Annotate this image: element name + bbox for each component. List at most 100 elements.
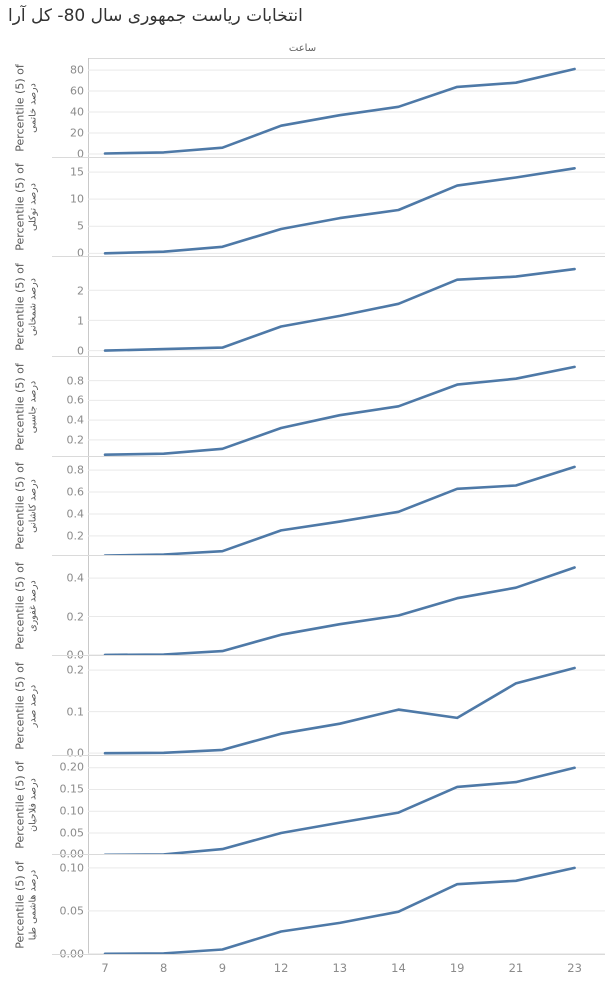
chart-title: انتخابات ریاست جمهوری سال 80- کل آرا xyxy=(8,6,303,26)
x-tick-label: 7 xyxy=(101,961,109,975)
y-axis-label: Percentile (5) of درصد کاشانی xyxy=(14,463,41,550)
x-tick-label: 13 xyxy=(332,961,348,975)
y-tick-label: 0.05 xyxy=(59,826,85,840)
y-tick-label: 0.6 xyxy=(66,393,85,407)
y-axis-label-aggregation: Percentile (5) of xyxy=(13,761,27,850)
y-tick-label: 40 xyxy=(70,105,84,119)
y-tick-label: 15 xyxy=(70,165,84,179)
line-chart-pane[interactable] xyxy=(88,158,605,258)
y-axis-label-field: درصد صدر xyxy=(27,684,39,728)
x-tick-label: 21 xyxy=(508,961,524,975)
y-tick-label: 0.4 xyxy=(66,571,85,585)
y-axis-label-field: درصد غفوری xyxy=(27,580,39,632)
y-tick-label: 0.8 xyxy=(66,374,85,388)
y-axis-label: Percentile (5) of درصد خاتمی xyxy=(14,64,41,151)
y-tick-label: 0.10 xyxy=(59,861,85,875)
line-chart-pane[interactable] xyxy=(88,556,605,656)
y-tick-label: 5 xyxy=(77,219,84,233)
x-tick-label: 9 xyxy=(218,961,227,975)
chart-row: Percentile (5) of درصد صدر 0.0 0.1 0.2 xyxy=(0,656,605,760)
y-axis-label-aggregation: Percentile (5) of xyxy=(13,562,27,650)
y-axis-label-aggregation: Percentile (5) of xyxy=(13,363,27,451)
y-axis-line xyxy=(88,58,89,955)
x-tick-label: 8 xyxy=(160,961,168,975)
y-tick-label: 0.6 xyxy=(66,485,85,499)
line-chart-pane[interactable] xyxy=(88,357,605,457)
y-axis-label-aggregation: Percentile (5) of xyxy=(13,263,27,351)
data-line[interactable] xyxy=(103,666,576,755)
x-tick-label: 12 xyxy=(273,961,289,975)
data-line[interactable] xyxy=(103,166,576,255)
y-tick-label: 0.2 xyxy=(66,529,85,542)
y-tick-label: 20 xyxy=(70,126,84,140)
row-divider xyxy=(52,256,605,258)
line-chart-pane[interactable] xyxy=(88,257,605,357)
chart-row: Percentile (5) of درصد هاشمی طبا 0.00 0.05 0… xyxy=(0,855,605,961)
line-chart-pane[interactable] xyxy=(88,855,605,955)
y-axis-label: Percentile (5) of درصد شمخانی xyxy=(14,263,41,350)
y-axis-label-field: درصد شمخانی xyxy=(27,278,39,337)
row-divider xyxy=(52,455,605,457)
x-tick-label: 19 xyxy=(449,961,465,975)
y-axis-label-field: درصد توکلی xyxy=(27,183,39,232)
x-axis-title: ساعت xyxy=(288,43,317,54)
y-tick-label: 0 xyxy=(77,147,84,161)
y-tick-label: 0 xyxy=(77,246,84,260)
y-axis-label-aggregation: Percentile (5) of xyxy=(13,64,27,152)
plot-top-border xyxy=(88,58,605,59)
y-axis-label-aggregation: Percentile (5) of xyxy=(13,662,27,750)
row-divider xyxy=(52,953,605,955)
data-line[interactable] xyxy=(103,866,576,955)
x-axis-labels: 7 8 9 12 13 14 19 21 23 xyxy=(0,959,605,981)
line-chart-pane[interactable] xyxy=(88,457,605,557)
chart-row: Percentile (5) of درصد توکلی 0 5 10 15 xyxy=(0,158,605,260)
y-tick-label: 0.4 xyxy=(66,413,85,427)
row-divider xyxy=(52,355,605,357)
data-line[interactable] xyxy=(103,566,576,656)
row-divider xyxy=(52,555,605,557)
x-tick-label: 23 xyxy=(567,961,582,975)
y-tick-label: 10 xyxy=(70,192,84,206)
data-line[interactable] xyxy=(103,766,576,856)
row-divider xyxy=(52,754,605,756)
chart-row: Percentile (5) of درصد جاسبی 0.2 0.4 0.6 0.8 xyxy=(0,357,605,457)
row-divider xyxy=(52,654,605,656)
y-tick-label: 0.05 xyxy=(59,904,85,918)
data-line[interactable] xyxy=(103,67,576,155)
y-tick-label: 60 xyxy=(70,84,84,98)
chart-rows: Percentile (5) of درصد خاتمی 0 20 40 60 80 Perc… xyxy=(0,58,605,961)
data-line[interactable] xyxy=(103,365,576,456)
y-tick-label: 0 xyxy=(77,344,84,358)
y-tick-label: 0.2 xyxy=(66,663,85,677)
y-tick-label: 0.0 xyxy=(66,746,85,760)
y-axis-label-aggregation: Percentile (5) of xyxy=(13,163,27,252)
line-chart-pane[interactable] xyxy=(88,58,605,158)
y-axis-label: Percentile (5) of درصد هاشمی طبا xyxy=(14,861,41,948)
y-axis-label: Percentile (5) of درصد جاسبی xyxy=(14,363,41,450)
chart-row: Percentile (5) of درصد غفوری 0.0 0.2 0.4 xyxy=(0,556,605,662)
chart-row: Percentile (5) of درصد فلاحیان 0.00 0.05 0.1… xyxy=(0,756,605,861)
line-chart-pane[interactable] xyxy=(88,756,605,856)
y-tick-label: 0.4 xyxy=(66,507,85,521)
y-axis-label: Percentile (5) of درصد غفوری xyxy=(14,562,41,649)
y-axis-label-field: درصد خاتمی xyxy=(27,82,39,133)
data-line[interactable] xyxy=(103,268,576,353)
row-divider xyxy=(52,156,605,158)
data-line[interactable] xyxy=(103,465,576,557)
x-tick-label: 14 xyxy=(391,961,406,975)
y-axis-label: Percentile (5) of درصد فلاحیان xyxy=(14,762,41,849)
line-chart-pane[interactable] xyxy=(88,656,605,756)
y-axis-label-aggregation: Percentile (5) of xyxy=(13,462,27,551)
y-axis-label-field: درصد فلاحیان xyxy=(27,778,39,833)
chart-row: Percentile (5) of درصد کاشانی 0.2 0.4 0.6 0.8 xyxy=(0,457,605,557)
y-tick-label: 2 xyxy=(77,284,84,298)
y-tick-label: 0.2 xyxy=(66,610,85,624)
y-tick-label: 0.20 xyxy=(59,760,85,774)
y-tick-label: 0.10 xyxy=(59,804,85,818)
y-axis-label-field: درصد جاسبی xyxy=(27,380,39,434)
y-tick-label: 0.15 xyxy=(59,782,85,796)
y-tick-label: 0.8 xyxy=(66,463,85,477)
y-tick-label: 0.1 xyxy=(66,705,85,719)
y-axis-label-field: درصد کاشانی xyxy=(27,479,39,534)
y-axis-label-aggregation: Percentile (5) of xyxy=(13,861,27,949)
